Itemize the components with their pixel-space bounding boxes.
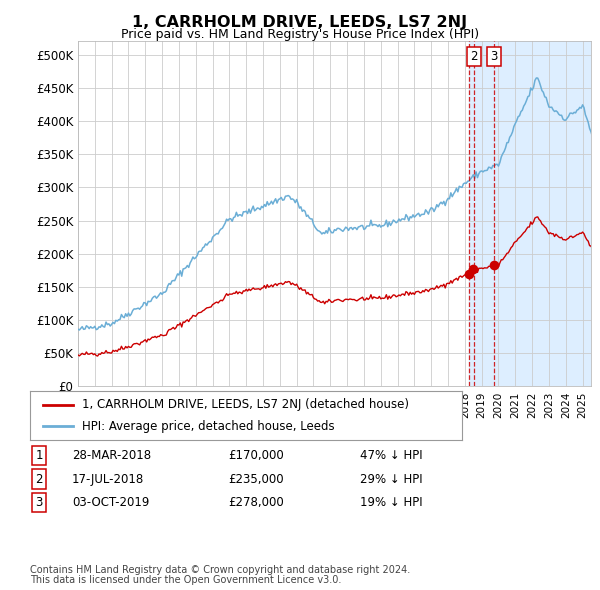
Text: £170,000: £170,000	[228, 449, 284, 462]
Text: 1: 1	[35, 449, 43, 462]
Text: 1, CARRHOLM DRIVE, LEEDS, LS7 2NJ (detached house): 1, CARRHOLM DRIVE, LEEDS, LS7 2NJ (detac…	[82, 398, 409, 411]
Text: £278,000: £278,000	[228, 496, 284, 509]
Text: This data is licensed under the Open Government Licence v3.0.: This data is licensed under the Open Gov…	[30, 575, 341, 585]
Text: £235,000: £235,000	[228, 473, 284, 486]
Text: 28-MAR-2018: 28-MAR-2018	[72, 449, 151, 462]
Text: 2: 2	[35, 473, 43, 486]
Bar	[469, 41, 591, 386]
Text: 03-OCT-2019: 03-OCT-2019	[72, 496, 149, 509]
Text: 47% ↓ HPI: 47% ↓ HPI	[360, 449, 422, 462]
Text: 19% ↓ HPI: 19% ↓ HPI	[360, 496, 422, 509]
Text: 29% ↓ HPI: 29% ↓ HPI	[360, 473, 422, 486]
Text: Price paid vs. HM Land Registry's House Price Index (HPI): Price paid vs. HM Land Registry's House …	[121, 28, 479, 41]
Text: 2: 2	[470, 50, 478, 63]
Text: 3: 3	[35, 496, 43, 509]
Text: 17-JUL-2018: 17-JUL-2018	[72, 473, 144, 486]
Text: HPI: Average price, detached house, Leeds: HPI: Average price, detached house, Leed…	[82, 419, 334, 432]
Text: Contains HM Land Registry data © Crown copyright and database right 2024.: Contains HM Land Registry data © Crown c…	[30, 565, 410, 575]
Text: 3: 3	[491, 50, 498, 63]
Text: 1, CARRHOLM DRIVE, LEEDS, LS7 2NJ: 1, CARRHOLM DRIVE, LEEDS, LS7 2NJ	[133, 15, 467, 30]
